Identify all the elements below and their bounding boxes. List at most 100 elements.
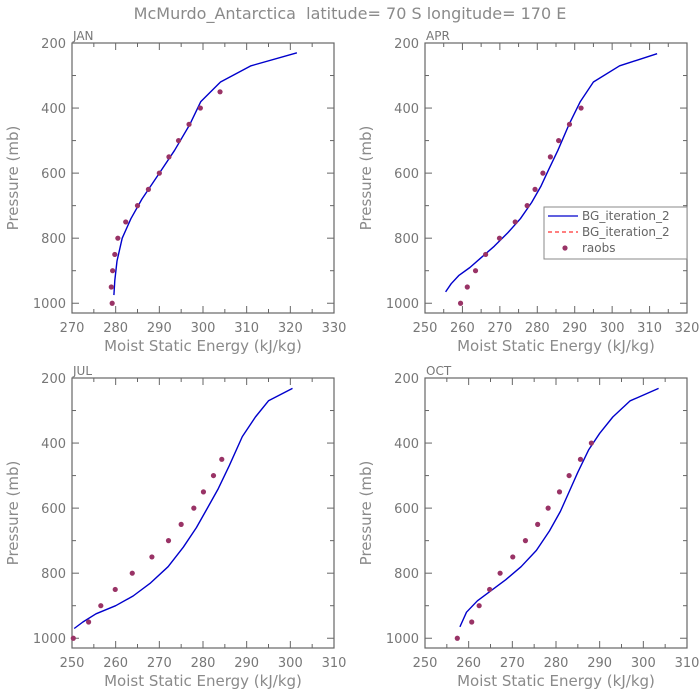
x-tick-label: 300	[600, 321, 625, 336]
x-tick-label: 310	[322, 656, 347, 671]
raobs-point	[98, 603, 104, 609]
raobs-point	[200, 489, 207, 495]
y-tick-label: 400	[41, 102, 66, 117]
x-tick-label: 250	[413, 656, 438, 671]
raobs-point	[129, 570, 135, 576]
y-tick-label: 800	[41, 567, 66, 582]
y-tick-label: 400	[41, 437, 66, 452]
y-axis-label: Pressure (mb)	[357, 126, 375, 231]
y-tick-label: 1000	[386, 297, 419, 312]
x-tick-label: 280	[525, 321, 550, 336]
x-tick-label: 310	[637, 321, 662, 336]
x-tick-label: 260	[103, 656, 128, 671]
panel-label: APR	[426, 29, 450, 43]
raobs-point	[556, 489, 563, 495]
raobs-point	[483, 251, 489, 258]
x-tick-label: 250	[60, 656, 85, 671]
raobs-point	[210, 472, 217, 479]
series-line-bg-iteration-2	[459, 387, 659, 628]
x-axis-label: Moist Static Energy (kJ/kg)	[104, 337, 302, 355]
x-tick-label: 310	[675, 656, 700, 671]
raobs-point	[454, 635, 460, 641]
raobs-point	[522, 538, 529, 544]
raobs-point	[186, 121, 192, 127]
x-tick-label: 320	[278, 321, 303, 336]
x-axis-label: Moist Static Energy (kJ/kg)	[104, 672, 302, 690]
raobs-point	[545, 505, 551, 511]
y-tick-label: 1000	[33, 297, 66, 312]
legend-label: BG_iteration_2	[582, 209, 670, 223]
x-tick-label: 270	[147, 656, 172, 671]
raobs-point	[134, 203, 141, 209]
panel-jul: 250 260 270 280 290 300 310 200 400 600 800 1000 JUL…	[4, 364, 346, 690]
raobs-point	[578, 105, 584, 111]
raobs-point	[556, 137, 562, 144]
raobs-point	[156, 170, 162, 176]
y-tick-label: 600	[394, 167, 419, 182]
y-tick-label: 1000	[386, 632, 419, 647]
legend-item: BG_iteration_2	[548, 209, 670, 223]
raobs-point	[145, 186, 152, 192]
raobs-point	[512, 219, 518, 225]
panel-label: OCT	[426, 364, 452, 378]
raobs-point	[588, 440, 594, 446]
x-tick-label: 300	[278, 656, 303, 671]
raobs-point	[566, 472, 572, 479]
raobs-point	[115, 235, 121, 241]
raobs-point	[85, 619, 92, 625]
y-axis-label: Pressure (mb)	[357, 461, 375, 566]
x-tick-label: 290	[147, 321, 172, 336]
x-tick-label: 280	[544, 656, 569, 671]
raobs-point	[178, 521, 184, 527]
x-tick-label: 310	[234, 321, 259, 336]
x-tick-label: 270	[487, 321, 512, 336]
x-tick-label: 270	[60, 321, 85, 336]
panel-jan: 270 280 290 300 310 320 330 200 400 600 800 1000 JAN…	[4, 29, 346, 355]
raobs-point	[123, 219, 129, 225]
raobs-point	[510, 554, 516, 560]
raobs-point	[166, 154, 172, 160]
raobs-point	[112, 251, 118, 258]
y-tick-label: 200	[394, 372, 419, 387]
y-tick-label: 800	[394, 567, 419, 582]
legend-item: BG_iteration_2	[548, 225, 670, 239]
series-line-bg-iteration-2	[73, 387, 293, 630]
raobs-point	[191, 505, 197, 511]
legend-marker	[562, 245, 568, 251]
plot-frame	[424, 42, 688, 314]
raobs-point	[524, 203, 530, 209]
plot-frame	[424, 377, 688, 649]
raobs-point	[108, 284, 114, 290]
series-line-bg-iteration-2	[113, 52, 298, 296]
x-tick-label: 270	[500, 656, 525, 671]
panel-label: JAN	[72, 29, 94, 43]
raobs-point	[497, 570, 503, 576]
raobs-point	[109, 300, 115, 306]
raobs-point	[535, 521, 541, 527]
legend-item: raobs	[562, 241, 616, 255]
raobs-point	[566, 121, 573, 127]
raobs-point	[532, 186, 538, 192]
y-tick-label: 600	[394, 502, 419, 517]
y-axis-label: Pressure (mb)	[4, 461, 22, 566]
raobs-point	[547, 154, 553, 160]
y-tick-label: 400	[394, 437, 419, 452]
raobs-point	[217, 89, 223, 95]
y-axis-label: Pressure (mb)	[4, 126, 22, 231]
x-tick-label: 280	[191, 656, 216, 671]
x-tick-label: 290	[562, 321, 587, 336]
x-tick-label: 330	[322, 321, 347, 336]
x-tick-label: 260	[450, 321, 475, 336]
y-tick-label: 200	[41, 37, 66, 52]
y-tick-label: 600	[41, 167, 66, 182]
x-tick-label: 290	[587, 656, 612, 671]
raobs-point	[487, 586, 493, 593]
series-line-bg-iteration-2	[445, 53, 658, 293]
y-tick-label: 800	[41, 232, 66, 247]
y-tick-label: 200	[394, 37, 419, 52]
x-axis-label: Moist Static Energy (kJ/kg)	[457, 337, 655, 355]
raobs-point	[149, 554, 155, 560]
raobs-point	[472, 268, 479, 274]
